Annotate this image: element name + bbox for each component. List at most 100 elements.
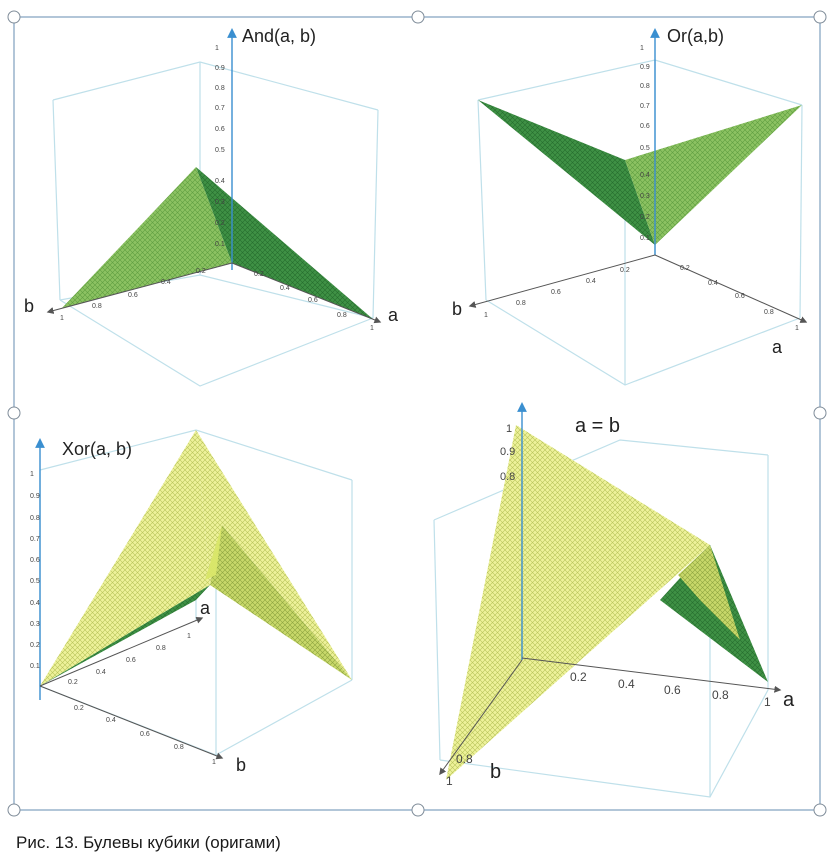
- a-tick-labels: 0.2 0.4 0.6 0.8 1: [570, 670, 771, 709]
- resize-handle-bottom-right[interactable]: [813, 803, 827, 817]
- a-tick: 0.8: [712, 688, 729, 702]
- b-tick: 1: [446, 774, 453, 788]
- z-tick: 0.1: [30, 663, 40, 670]
- z-tick: 0.7: [215, 105, 225, 112]
- resize-handle-right[interactable]: [813, 406, 827, 420]
- z-tick: 0.9: [30, 493, 40, 500]
- axis-label-b: b: [24, 296, 34, 316]
- b-tick: 1: [212, 759, 216, 766]
- z-tick: 0.2: [30, 642, 40, 649]
- a-tick: 0.6: [664, 683, 681, 697]
- panel-or: 0.1 0.2 0.3 0.4 0.5 0.6 0.7 0.8 0.9 1 0.…: [452, 26, 808, 386]
- or-surface: [478, 100, 802, 245]
- z-tick: 0.8: [500, 471, 515, 483]
- a-axis: [654, 254, 808, 323]
- axis-label-a: a: [200, 598, 211, 618]
- panel-title: a = b: [575, 415, 620, 437]
- z-tick: 0.8: [640, 83, 650, 90]
- b-axis: [439, 659, 523, 776]
- z-tick-labels: 0.1 0.2 0.3 0.4 0.5 0.6 0.7 0.8 0.9 1: [215, 45, 225, 248]
- z-tick: 0.2: [640, 214, 650, 221]
- a-tick: 1: [764, 695, 771, 709]
- b-axis: [46, 262, 233, 314]
- resize-handle-left[interactable]: [7, 406, 21, 420]
- z-tick: 0.2: [215, 220, 225, 227]
- a-tick: 1: [370, 325, 374, 332]
- axis-label-a: a: [388, 305, 399, 325]
- a-tick: 0.4: [280, 285, 290, 292]
- a-tick: 0.2: [680, 265, 690, 272]
- resize-handle-bottom-left[interactable]: [7, 803, 21, 817]
- z-tick: 0.9: [640, 64, 650, 71]
- b-tick: 0.8: [174, 744, 184, 751]
- z-tick: 0.3: [215, 199, 225, 206]
- z-tick: 1: [506, 423, 512, 435]
- a-tick: 0.8: [764, 309, 774, 316]
- b-axis: [39, 685, 224, 760]
- resize-handle-top[interactable]: [411, 10, 425, 24]
- z-tick: 0.6: [30, 557, 40, 564]
- b-tick: 0.2: [74, 705, 84, 712]
- z-tick: 0.4: [640, 172, 650, 179]
- a-tick: 0.6: [308, 297, 318, 304]
- b-tick: 0.8: [516, 300, 526, 307]
- b-tick: 0.2: [196, 268, 206, 275]
- z-tick: 1: [30, 471, 34, 478]
- z-tick: 0.7: [30, 536, 40, 543]
- resize-handle-bottom[interactable]: [411, 803, 425, 817]
- z-tick: 0.5: [215, 147, 225, 154]
- b-tick-labels: 0.8 1: [446, 752, 473, 788]
- z-tick: 0.5: [30, 578, 40, 585]
- and-surface: [62, 167, 374, 320]
- z-tick: 1: [640, 45, 644, 52]
- a-tick: 0.6: [126, 657, 136, 664]
- b-tick: 1: [60, 315, 64, 322]
- b-tick-labels: 0.2 0.4 0.6 0.8 1: [484, 267, 630, 319]
- panel-equal: 0.8 0.9 1 0.2 0.4 0.6 0.8 1 0.8 1 a = b …: [433, 402, 795, 798]
- a-tick: 1: [795, 325, 799, 332]
- b-tick: 0.8: [456, 752, 473, 766]
- panel-title: Xor(a, b): [62, 439, 132, 459]
- panel-xor: 0.1 0.2 0.3 0.4 0.5 0.6 0.7 0.8 0.9 1 0.…: [30, 429, 353, 775]
- b-axis: [468, 254, 656, 308]
- a-tick: 0.2: [254, 271, 264, 278]
- a-tick: 0.4: [618, 677, 635, 691]
- axis-label-a: a: [783, 689, 795, 711]
- b-tick: 0.8: [92, 303, 102, 310]
- axis-label-a: a: [772, 337, 783, 357]
- b-tick: 0.6: [140, 731, 150, 738]
- resize-handle-top-right[interactable]: [813, 10, 827, 24]
- a-tick-labels: 0.2 0.4 0.6 0.8 1: [254, 271, 374, 332]
- z-tick-labels: 0.1 0.2 0.3 0.4 0.5 0.6 0.7 0.8 0.9 1: [30, 471, 40, 670]
- cube-wireframe: [433, 439, 769, 798]
- z-tick: 0.1: [215, 241, 225, 248]
- z-tick: 0.3: [640, 193, 650, 200]
- z-tick: 0.9: [215, 65, 225, 72]
- z-tick: 1: [215, 45, 219, 52]
- a-tick: 0.2: [68, 679, 78, 686]
- z-tick: 0.6: [215, 126, 225, 133]
- z-tick-labels: 0.1 0.2 0.3 0.4 0.5 0.6 0.7 0.8 0.9 1: [640, 45, 650, 242]
- axis-label-b: b: [236, 755, 246, 775]
- a-tick: 0.4: [708, 280, 718, 287]
- b-tick: 0.4: [106, 717, 116, 724]
- panel-and: 0.1 0.2 0.3 0.4 0.5 0.6 0.7 0.8 0.9 1 0.…: [24, 26, 399, 387]
- a-tick: 0.4: [96, 669, 106, 676]
- panel-title: And(a, b): [242, 26, 316, 46]
- b-tick: 0.2: [620, 267, 630, 274]
- z-tick: 0.4: [30, 600, 40, 607]
- z-tick: 0.3: [30, 621, 40, 628]
- z-tick-labels: 0.8 0.9 1: [500, 423, 515, 483]
- a-tick-labels: 0.2 0.4 0.6 0.8 1: [68, 633, 191, 686]
- b-tick: 1: [484, 312, 488, 319]
- a-tick: 0.8: [156, 645, 166, 652]
- b-tick: 0.6: [551, 289, 561, 296]
- axis-label-b: b: [490, 761, 501, 783]
- resize-handle-top-left[interactable]: [7, 10, 21, 24]
- z-tick: 0.6: [640, 123, 650, 130]
- a-tick: 0.8: [337, 312, 347, 319]
- equal-surface: [446, 425, 768, 780]
- selection-frame[interactable]: [7, 10, 827, 817]
- z-tick: 0.7: [640, 103, 650, 110]
